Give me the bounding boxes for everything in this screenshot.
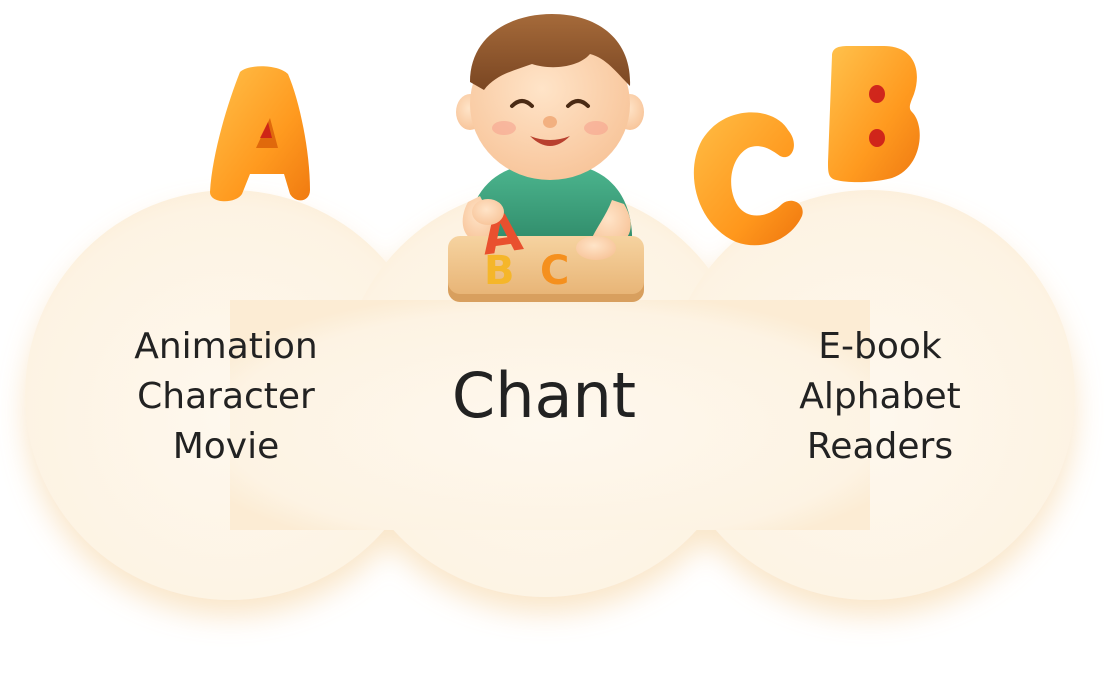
right-label-line-1: E-book [818,326,942,367]
child-illustration: B C A [448,14,644,302]
left-label-line-3: Movie [172,426,280,467]
right-label-line-2: Alphabet [799,376,961,417]
left-label-line-1: Animation [134,326,318,367]
section-animation-character-movie[interactable]: Animation Character Movie [86,322,366,472]
section-ebook-alphabet-readers[interactable]: E-book Alphabet Readers [740,322,1020,472]
letter-b-icon [828,46,920,183]
svg-text:C: C [540,248,569,294]
svg-text:B: B [484,248,515,294]
right-label-line-3: Readers [806,426,954,467]
left-label-line-2: Character [137,376,315,417]
center-label: Chant [451,359,637,432]
letter-c-icon [693,112,803,246]
letter-a-icon [210,66,310,202]
section-chant[interactable]: Chant [392,360,696,432]
